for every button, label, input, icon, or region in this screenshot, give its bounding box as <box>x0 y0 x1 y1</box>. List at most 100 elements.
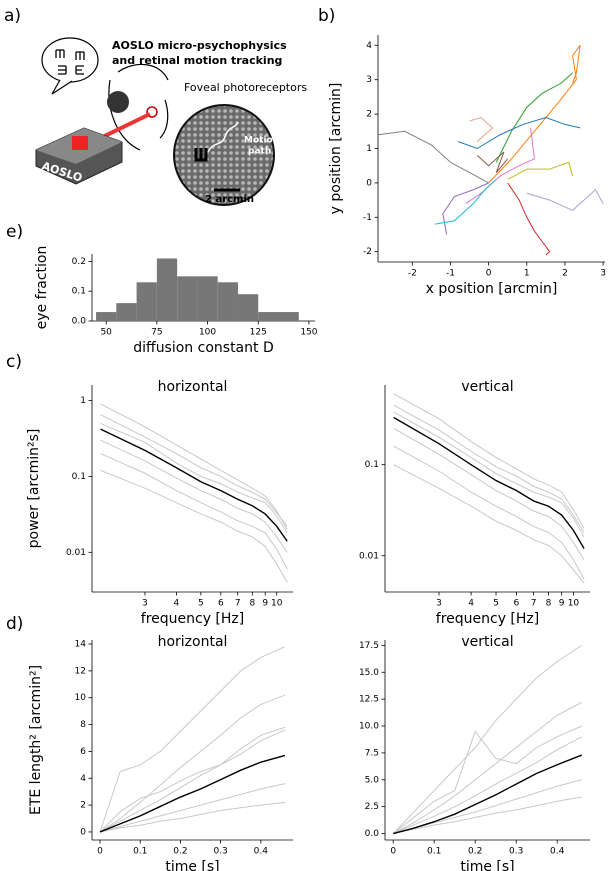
y-tick-label: 6 <box>80 747 86 757</box>
series-line <box>469 116 494 142</box>
series-line <box>488 45 581 184</box>
y-tick-label: 4 <box>366 41 372 51</box>
series-line <box>377 130 489 184</box>
x-tick-label: 0.2 <box>173 847 187 857</box>
illustration-title: AOSLO micro-psychophysics <box>112 39 287 52</box>
chart-title: vertical <box>461 379 513 395</box>
illustration: a) AOSLO micro-psychophysics and retinal… <box>4 6 307 206</box>
x-tick-label: 6 <box>514 599 520 609</box>
histogram-bar <box>278 312 299 321</box>
series-line <box>100 403 288 530</box>
x-tick-label: 0 <box>486 269 492 279</box>
y-tick-label: 12 <box>75 666 86 676</box>
series-line <box>100 414 288 527</box>
series-line <box>476 151 509 173</box>
x-tick-label: 7 <box>531 599 537 609</box>
series-line <box>465 127 535 204</box>
x-axis-label: x position [arcmin] <box>426 281 558 297</box>
panel-label: e) <box>6 222 23 242</box>
histogram-bar <box>177 276 198 321</box>
x-axis-label: frequency [Hz] <box>141 611 244 627</box>
series-line <box>99 801 286 833</box>
y-tick-label: 12.5 <box>359 695 379 705</box>
histogram-bar <box>217 282 238 321</box>
y-tick-label: 2 <box>80 801 86 811</box>
y-tick-label: 0 <box>80 827 86 837</box>
y-axis-label: eye fraction <box>34 246 50 330</box>
series-line <box>99 783 286 833</box>
x-tick-label: -1 <box>446 269 455 279</box>
histogram-bar <box>156 258 178 321</box>
x-axis-label: frequency [Hz] <box>436 611 539 627</box>
x-tick-label: 9 <box>559 599 565 609</box>
series-line <box>100 422 288 534</box>
x-tick-label: -2 <box>408 269 417 279</box>
y-tick-label: 0.2 <box>72 257 86 267</box>
y-tick-label: 0.0 <box>365 829 380 839</box>
tumbling-e <box>55 49 85 75</box>
x-axis-label: diffusion constant D <box>133 340 273 356</box>
y-axis-label: y position [arcmin] <box>328 83 344 215</box>
y-tick-label: 10.0 <box>359 722 379 732</box>
series-line <box>393 796 582 835</box>
scale-bar-label: 2 arcmin <box>205 194 254 205</box>
head-outline <box>108 63 169 151</box>
x-tick-label: 0.1 <box>427 847 441 857</box>
motion-label: path <box>248 147 271 157</box>
y-tick-label: 1 <box>366 144 372 154</box>
x-tick-label: 8 <box>546 599 552 609</box>
series-line <box>393 445 585 580</box>
x-tick-label: 3 <box>436 599 442 609</box>
y-axis-label: power [arcmin²s] <box>26 429 42 549</box>
series-line <box>393 428 585 561</box>
y-tick-label: 10 <box>75 693 87 703</box>
histogram-bar <box>116 303 137 321</box>
x-tick-label: 1 <box>524 269 530 279</box>
aoslo-head <box>72 136 88 150</box>
panel-label: d) <box>6 614 23 634</box>
x-tick-label: 0.1 <box>133 847 147 857</box>
series-line <box>393 404 585 533</box>
chart-title: horizontal <box>158 379 228 395</box>
x-tick-label: 0.3 <box>509 847 523 857</box>
x-tick-label: 5 <box>493 599 499 609</box>
x-tick-label: 75 <box>151 328 162 338</box>
series-line <box>100 439 288 553</box>
photoreceptors-label: Foveal photoreceptors <box>184 81 307 94</box>
speech-bubble <box>41 37 99 83</box>
y-tick-label: 0.0 <box>72 317 87 327</box>
y-axis-label: ETE length² [arcmin²] <box>28 665 44 815</box>
y-tick-label: 0.1 <box>72 472 86 482</box>
panel-label: c) <box>6 352 22 372</box>
x-tick-label: 4 <box>174 599 180 609</box>
y-tick-label: 7.5 <box>365 748 379 758</box>
x-axis-label: time [s] <box>460 859 514 871</box>
panel-label: b) <box>318 6 335 26</box>
series-line <box>393 393 585 529</box>
x-tick-label: 50 <box>100 328 112 338</box>
series-line <box>507 161 574 180</box>
x-tick-label: 10 <box>271 599 283 609</box>
series-line <box>393 464 585 584</box>
illustration-title: and retinal motion tracking <box>112 54 282 67</box>
series-line <box>99 646 286 833</box>
series-line <box>393 416 585 549</box>
series-line <box>99 694 286 833</box>
x-tick-label: 100 <box>199 328 216 338</box>
series-line <box>392 644 583 834</box>
series-line <box>393 411 585 538</box>
eye-patch <box>107 91 129 113</box>
retina-image <box>173 104 275 206</box>
x-axis-label: time [s] <box>165 859 219 871</box>
y-tick-label: 0.01 <box>66 548 86 558</box>
y-tick-label: 2 <box>366 110 372 120</box>
x-tick-label: 8 <box>249 599 255 609</box>
x-tick-label: 10 <box>568 599 580 609</box>
motion-label: Motion <box>244 136 279 146</box>
histogram-bar <box>197 276 218 321</box>
x-tick-label: 3 <box>600 269 606 279</box>
histogram-bar <box>258 312 279 321</box>
x-tick-label: 6 <box>218 599 224 609</box>
series-line <box>392 725 583 834</box>
x-tick-label: 0.4 <box>254 847 269 857</box>
